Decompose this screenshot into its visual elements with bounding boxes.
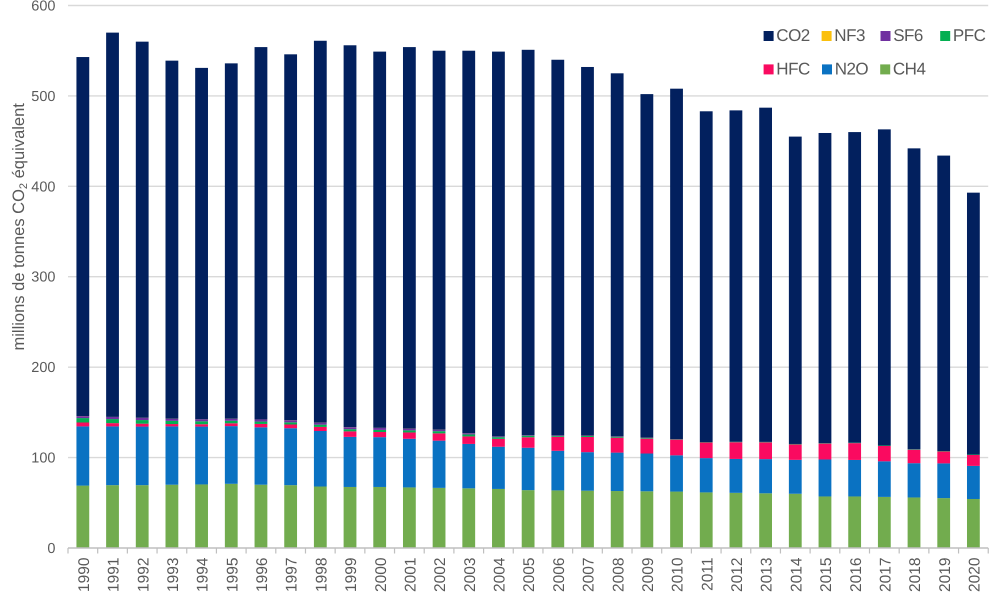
svg-text:2019: 2019: [937, 558, 954, 592]
svg-text:1999: 1999: [343, 558, 360, 592]
svg-text:0: 0: [47, 541, 55, 557]
svg-text:600: 600: [31, 0, 55, 15]
svg-text:1997: 1997: [284, 558, 301, 592]
svg-text:2009: 2009: [640, 558, 657, 592]
svg-text:CH4: CH4: [893, 60, 926, 79]
svg-text:2007: 2007: [581, 558, 598, 592]
svg-text:2006: 2006: [551, 558, 568, 592]
svg-text:2001: 2001: [402, 558, 419, 592]
svg-text:2010: 2010: [670, 557, 687, 592]
svg-text:2000: 2000: [373, 557, 390, 592]
svg-text:300: 300: [31, 270, 55, 286]
svg-text:1996: 1996: [254, 558, 271, 592]
svg-text:1990: 1990: [76, 557, 93, 592]
svg-text:1992: 1992: [135, 558, 152, 592]
svg-text:N2O: N2O: [835, 60, 869, 79]
svg-text:1995: 1995: [224, 558, 241, 592]
svg-text:200: 200: [31, 360, 55, 376]
svg-text:2018: 2018: [907, 558, 924, 592]
svg-text:2020: 2020: [966, 557, 983, 592]
svg-text:400: 400: [31, 179, 55, 195]
svg-text:100: 100: [31, 451, 55, 467]
svg-text:2012: 2012: [729, 558, 746, 592]
svg-text:CO2: CO2: [776, 26, 810, 45]
svg-text:2002: 2002: [432, 558, 449, 592]
svg-text:2008: 2008: [610, 558, 627, 592]
svg-text:2014: 2014: [788, 557, 805, 592]
svg-text:2005: 2005: [521, 558, 538, 592]
svg-text:2017: 2017: [877, 558, 894, 592]
svg-text:NF3: NF3: [834, 26, 865, 45]
svg-text:SF6: SF6: [893, 26, 923, 45]
svg-text:2011: 2011: [699, 558, 716, 591]
svg-text:2004: 2004: [492, 557, 509, 592]
svg-text:2013: 2013: [759, 558, 776, 592]
svg-text:millions de tonnes CO2 équival: millions de tonnes CO2 équivalent: [10, 103, 30, 351]
svg-text:2016: 2016: [848, 558, 865, 592]
svg-text:1998: 1998: [313, 558, 330, 592]
svg-text:HFC: HFC: [776, 60, 810, 79]
svg-text:1993: 1993: [165, 558, 182, 592]
svg-text:PFC: PFC: [953, 26, 986, 45]
svg-text:1994: 1994: [195, 557, 212, 592]
svg-text:2003: 2003: [462, 558, 479, 592]
svg-text:1991: 1991: [106, 558, 123, 592]
svg-text:500: 500: [31, 89, 55, 105]
svg-text:2015: 2015: [818, 558, 835, 592]
